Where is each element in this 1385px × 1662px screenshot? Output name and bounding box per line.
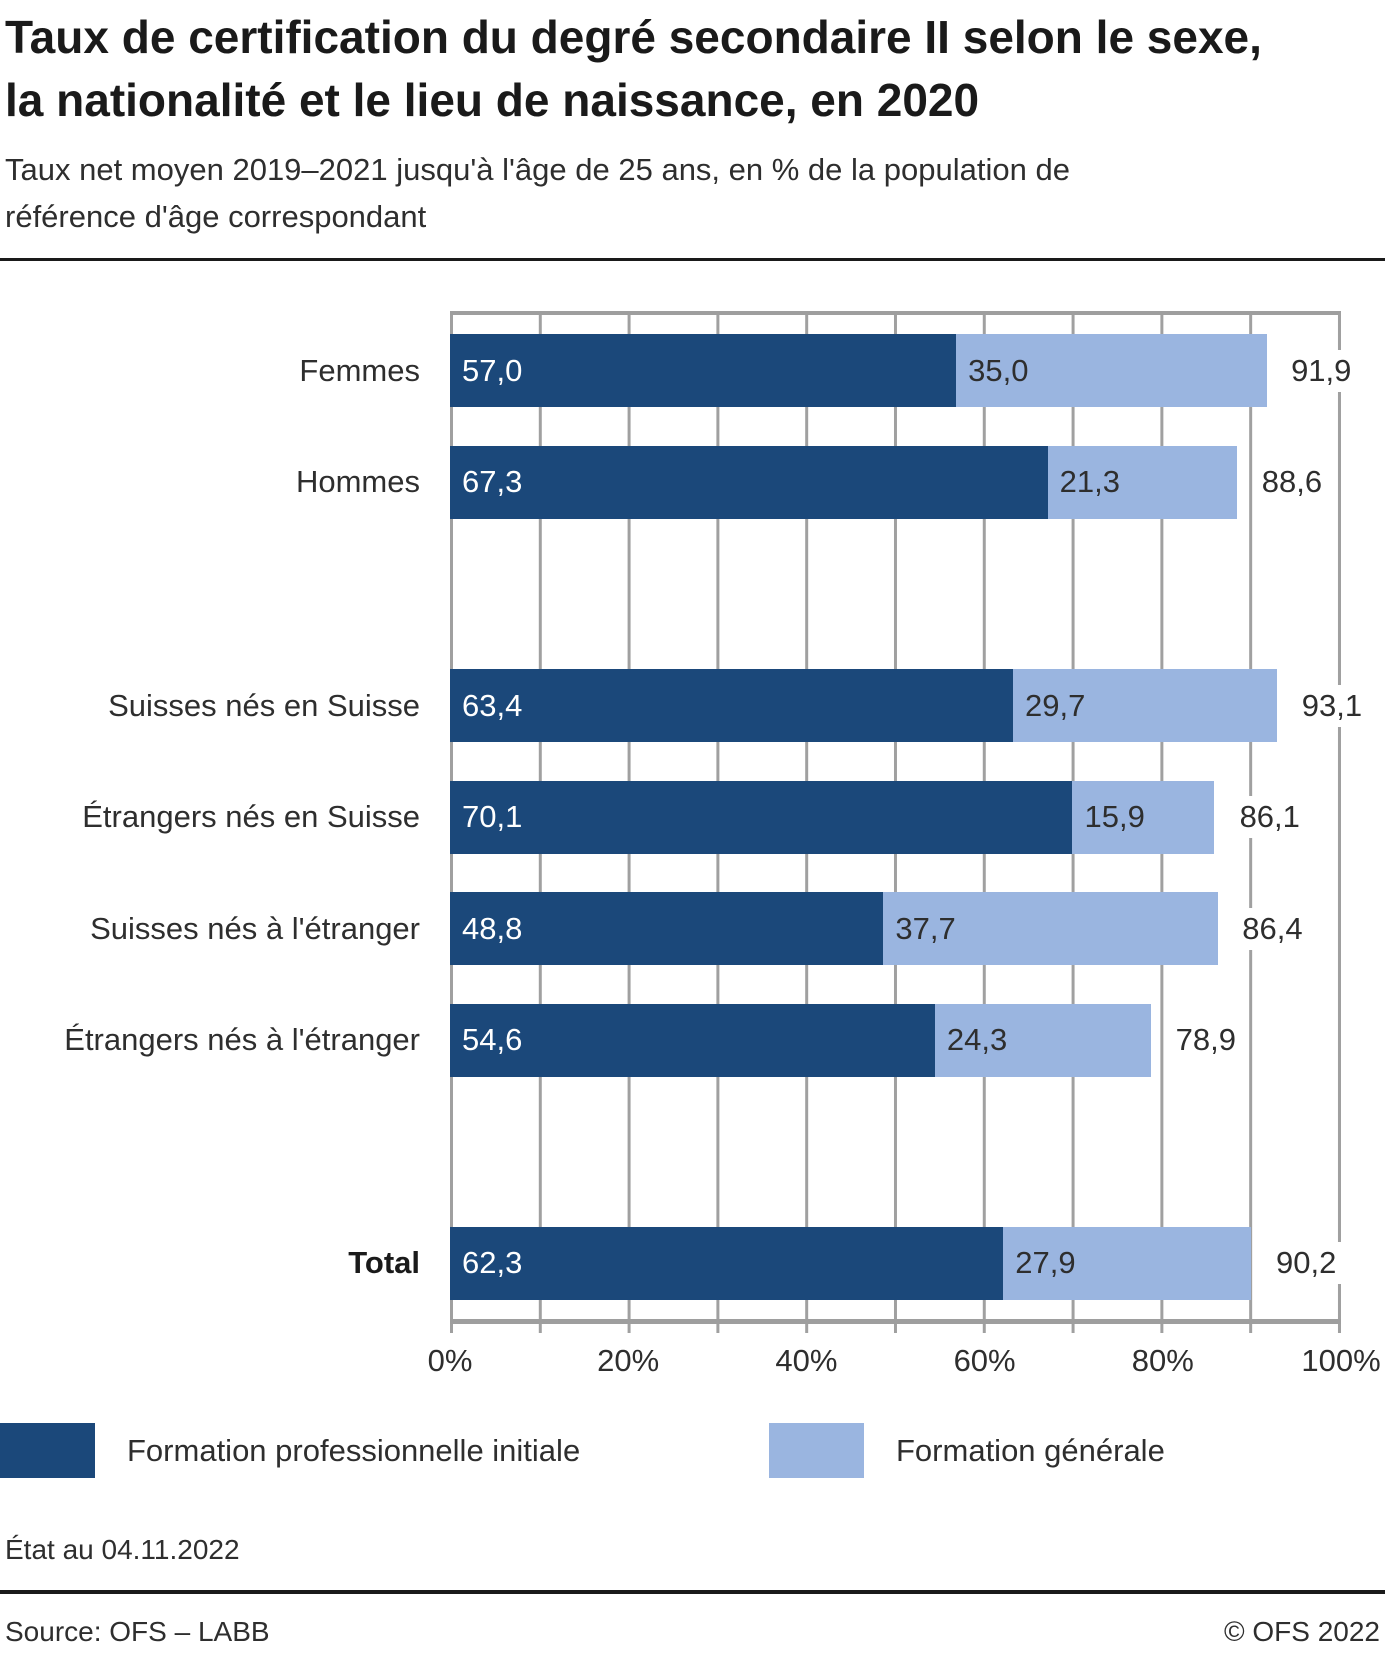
total-value-label: 78,9 [1170,1019,1241,1062]
plot-area: Femmes 57,0 35,0 91,9 Hommes 67,3 21,3 88,6 Suis… [64,311,1368,1320]
segment-value-label: 63,4 [462,687,523,723]
x-axis-tick-label: 0% [427,1343,473,1379]
segment-value-label: 35,0 [968,352,1029,388]
segment-value-label: 67,3 [462,464,523,500]
total-value-label: 86,4 [1237,907,1308,950]
segment-general: 21,3 [1047,445,1237,519]
segment-value-label: 21,3 [1059,464,1120,500]
stacked-bar-chart: Femmes 57,0 35,0 91,9 Hommes 67,3 21,3 88,6 Suis… [64,311,1381,1381]
page-title: Taux de certification du degré secondair… [5,11,1262,126]
stacked-bar: 54,6 24,3 78,9 [450,1003,1338,1077]
header-divider [0,258,1385,262]
segment-general: 27,9 [1003,1226,1251,1300]
chart-legend: Formation professionnelle initiale Format… [0,1423,1385,1479]
segment-value-label: 62,3 [462,1245,523,1281]
bar-row: Suisses nés à l'étranger 48,8 37,7 86,4 [90,873,1338,985]
category-label: Femmes [299,352,420,388]
footer-divider [0,1590,1385,1595]
bar-row: Hommes 67,3 21,3 88,6 [296,427,1338,539]
segment-vocational: 62,3 [450,1226,1004,1300]
segment-general: 29,7 [1012,669,1277,743]
segment-general: 15,9 [1072,780,1214,854]
total-value-label: 88,6 [1256,461,1328,504]
stacked-bar: 67,3 21,3 88,6 [450,445,1338,519]
x-axis-tick-label: 20% [597,1343,660,1379]
legend-swatch-vocational [0,1423,95,1479]
legend-swatch-general [769,1423,864,1479]
segment-value-label: 54,6 [462,1022,523,1058]
segment-value-label: 24,3 [946,1022,1008,1058]
stacked-bar: 48,8 37,7 86,4 [450,892,1338,966]
bar-row: Femmes 57,0 35,0 91,9 [299,315,1357,427]
footer: Source: OFS – LABB © OFS 2022 [0,1616,1385,1648]
segment-value-label: 37,7 [895,910,956,946]
category-label: Hommes [295,464,420,500]
legend-label: Formation générale [896,1432,1165,1468]
category-label: Étrangers nés à l'étranger [64,1022,420,1058]
x-axis-tick-label: 100% [1301,1343,1381,1379]
legend-item: Formation professionnelle initiale [0,1423,769,1479]
segment-value-label: 48,8 [462,910,523,946]
stacked-bar: 70,1 15,9 86,1 [450,780,1338,854]
stacked-bar: 62,3 27,9 90,2 [450,1226,1342,1300]
category-label: Suisses nés à l'étranger [90,910,420,946]
page-subtitle: Taux net moyen 2019–2021 jusqu'à l'âge d… [5,152,1070,234]
segment-value-label: 29,7 [1024,687,1086,723]
x-axis-tick-label: 40% [775,1343,838,1379]
segment-value-label: 27,9 [1015,1245,1076,1281]
segment-value-label: 57,0 [462,352,523,388]
total-value-label: 91,9 [1286,349,1357,392]
x-axis-labels: 0% 20% 40% 60% 80% 100% [428,1343,1381,1381]
copyright-text: © OFS 2022 [1223,1616,1380,1648]
category-label: Étrangers nés en Suisse [82,799,420,835]
total-value-label: 93,1 [1296,684,1368,727]
x-axis-line [450,1319,1341,1325]
stacked-bar: 63,4 29,7 93,1 [450,669,1368,743]
segment-vocational: 63,4 [450,669,1013,743]
bar-row: Suisses nés en Suisse 63,4 29,7 93,1 [108,650,1368,762]
legend-label: Formation professionnelle initiale [127,1432,581,1468]
total-value-label: 86,1 [1234,796,1305,839]
bar-row: Étrangers nés en Suisse 70,1 15,9 86,1 [82,761,1338,873]
bar-row: Total 62,3 27,9 90,2 [348,1208,1342,1320]
segment-general: 24,3 [934,1003,1151,1077]
status-note: État au 04.11.2022 [5,1534,240,1566]
x-axis-tick-label: 80% [1131,1343,1194,1379]
segment-general: 37,7 [883,892,1219,966]
bar-row: Étrangers nés à l'étranger 54,6 24,3 78,9 [64,984,1338,1096]
segment-general: 35,0 [956,334,1267,408]
x-axis-tick-label: 60% [953,1343,1016,1379]
legend-item: Formation générale [769,1423,1165,1479]
stacked-bar: 57,0 35,0 91,9 [450,334,1357,408]
segment-value-label: 15,9 [1084,799,1145,835]
source-text: Source: OFS – LABB [5,1616,270,1648]
segment-vocational: 54,6 [450,1003,935,1077]
segment-vocational: 70,1 [450,780,1073,854]
total-value-label: 90,2 [1270,1242,1342,1285]
x-axis-ticks [450,1324,1341,1334]
segment-vocational: 48,8 [450,892,884,966]
segment-value-label: 70,1 [462,799,523,835]
segment-vocational: 67,3 [450,445,1048,519]
segment-vocational: 57,0 [450,334,957,408]
category-label: Total [348,1245,420,1281]
category-label: Suisses nés en Suisse [108,687,420,723]
